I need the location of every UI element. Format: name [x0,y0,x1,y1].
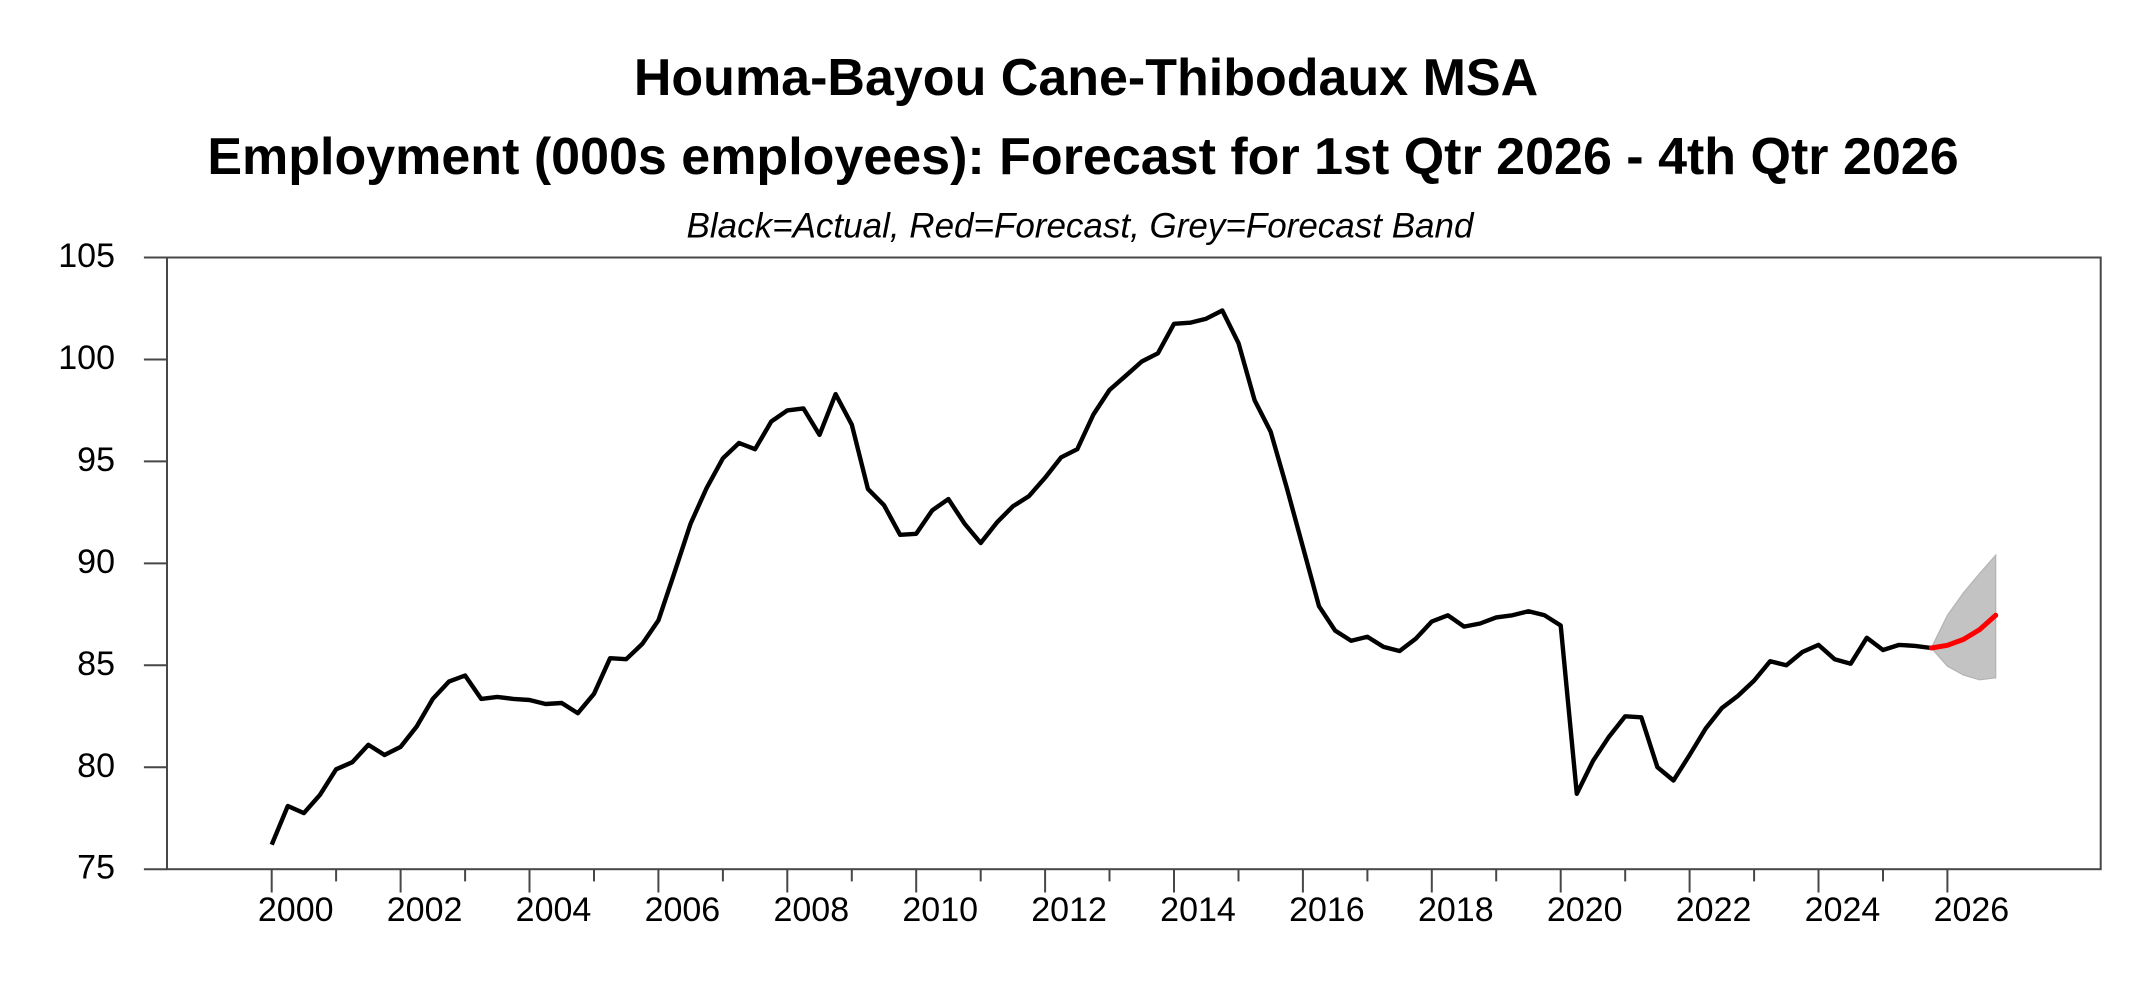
svg-text:2008: 2008 [773,891,849,929]
svg-text:2022: 2022 [1676,891,1752,929]
svg-text:100: 100 [58,339,115,377]
svg-text:80: 80 [77,747,115,785]
svg-text:2020: 2020 [1547,891,1623,929]
svg-text:105: 105 [58,237,115,275]
svg-text:Black=Actual, Red=Forecast, Gr: Black=Actual, Red=Forecast, Grey=Forecas… [687,207,1475,246]
svg-text:Houma-Bayou Cane-Thibodaux MSA: Houma-Bayou Cane-Thibodaux MSA [634,49,1538,107]
svg-text:75: 75 [77,849,115,887]
svg-text:2010: 2010 [902,891,978,929]
svg-text:2016: 2016 [1289,891,1365,929]
svg-text:2012: 2012 [1031,891,1107,929]
svg-text:85: 85 [77,645,115,683]
svg-text:2006: 2006 [645,891,721,929]
svg-text:2002: 2002 [387,891,463,929]
svg-text:2018: 2018 [1418,891,1494,929]
svg-text:2000: 2000 [258,891,334,929]
svg-text:2004: 2004 [516,891,592,929]
svg-text:2026: 2026 [1934,891,2010,929]
svg-text:2014: 2014 [1160,891,1236,929]
svg-text:90: 90 [77,543,115,581]
svg-text:95: 95 [77,441,115,479]
svg-text:2024: 2024 [1805,891,1881,929]
svg-text:Employment (000s employees): F: Employment (000s employees): Forecast fo… [207,128,1958,186]
